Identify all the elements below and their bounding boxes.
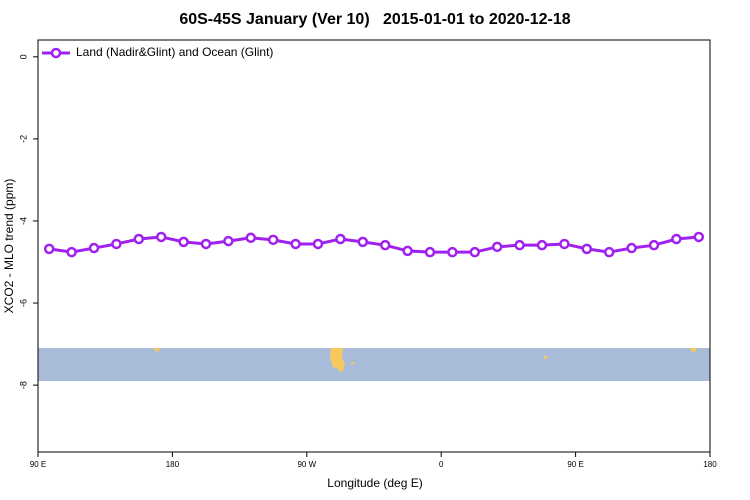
data-point <box>245 232 257 244</box>
data-point <box>335 233 346 245</box>
data-point <box>43 243 55 255</box>
data-point <box>603 246 615 258</box>
legend-label: Land (Nadir&Glint) and Ocean (Glint) <box>76 45 273 59</box>
x-tick-label: 180 <box>703 460 717 469</box>
data-point <box>536 239 548 251</box>
data-point <box>267 234 279 246</box>
chart-title: 60S-45S January (Ver 10) 2015-01-01 to 2… <box>179 11 570 28</box>
data-point <box>514 239 525 251</box>
plot-frame <box>37 39 711 453</box>
x-tick-label: 90 E <box>30 460 46 469</box>
land-patch <box>330 348 345 372</box>
land-patch <box>351 362 354 364</box>
data-point <box>155 231 167 243</box>
y-tick-label: 0 <box>18 54 28 59</box>
y-axis-label: XCO2 - MLO trend (ppm) <box>2 179 16 314</box>
data-point <box>66 246 77 258</box>
data-point <box>133 233 145 245</box>
x-tick-label: 180 <box>166 460 180 469</box>
land-patch <box>154 348 160 352</box>
data-point <box>290 238 301 250</box>
x-tick-label: 90 E <box>567 460 583 469</box>
data-point <box>447 246 458 258</box>
data-point <box>402 245 413 257</box>
y-tick-label: -6 <box>18 299 28 307</box>
data-point <box>178 236 189 248</box>
legend-marker <box>50 47 62 59</box>
data-point <box>200 238 212 250</box>
x-tick-label: 0 <box>439 460 444 469</box>
data-point <box>357 236 369 248</box>
data-point <box>491 241 503 253</box>
x-axis-label: Longitude (deg E) <box>327 476 422 490</box>
y-tick-label: -8 <box>18 381 28 389</box>
data-line <box>48 235 699 254</box>
data-point <box>559 238 570 250</box>
data-point <box>626 242 637 254</box>
land-patch <box>690 348 697 352</box>
data-point <box>671 233 682 245</box>
data-point <box>693 231 705 243</box>
data-point <box>223 235 234 247</box>
map-strip <box>38 348 710 381</box>
y-tick-label: -2 <box>18 135 28 143</box>
x-tick-label: 90 W <box>297 460 316 469</box>
land-patch <box>544 356 547 359</box>
data-point <box>581 243 593 255</box>
data-point <box>111 238 122 250</box>
ocean-band <box>38 348 710 381</box>
y-tick-label: -4 <box>18 217 28 225</box>
legend: Land (Nadir&Glint) and Ocean (Glint) <box>42 45 273 59</box>
data-point <box>648 239 660 251</box>
data-point <box>312 238 324 250</box>
data-point <box>469 246 481 258</box>
data-point <box>424 246 436 258</box>
data-point <box>379 239 391 251</box>
data-point <box>88 242 100 254</box>
